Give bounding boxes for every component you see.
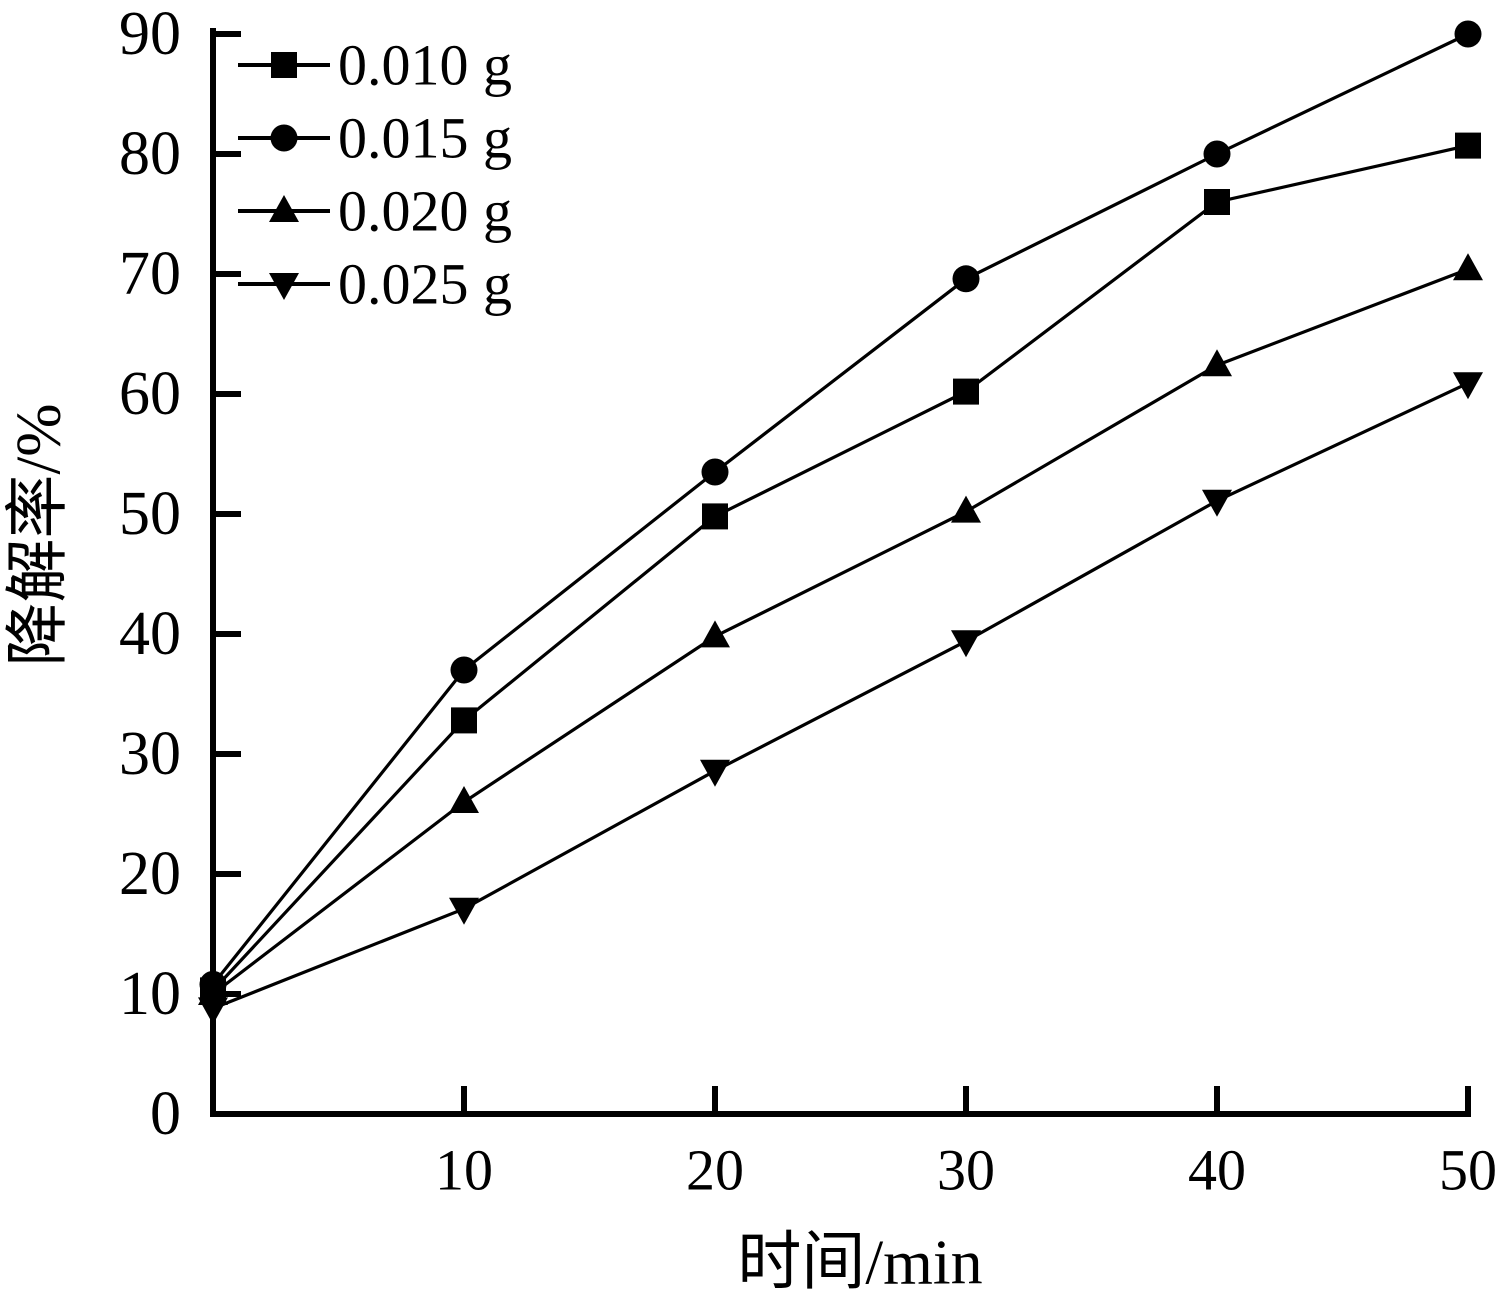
- series-0.015g: [199, 20, 1482, 998]
- triangle-up-marker: [700, 620, 730, 648]
- circle-marker: [270, 124, 298, 152]
- x-axis-title: 时间/min: [737, 1227, 982, 1298]
- circle-marker: [1454, 20, 1482, 48]
- x-tick-label: 50: [1439, 1138, 1497, 1203]
- x-tick-label: 20: [686, 1138, 744, 1203]
- circle-marker: [701, 458, 729, 486]
- y-tick-label: 40: [119, 600, 181, 668]
- y-tick-label: 20: [119, 840, 181, 908]
- x-tick-label: 30: [937, 1138, 995, 1203]
- circle-marker: [952, 265, 980, 293]
- y-tick-label: 60: [119, 360, 181, 428]
- x-tick-label: 10: [435, 1138, 493, 1203]
- triangle-up-marker: [1453, 253, 1483, 281]
- legend-item-label: 0.020 g: [338, 179, 512, 244]
- legend: 0.010 g 0.015 g 0.020 g 0.025 g: [238, 33, 512, 317]
- triangle-up-marker: [1202, 349, 1232, 377]
- y-tick-label: 90: [119, 0, 181, 68]
- y-tick-label: 80: [119, 120, 181, 188]
- legend-item-label: 0.015 g: [338, 106, 512, 171]
- x-tick-label: 40: [1188, 1138, 1246, 1203]
- square-marker: [953, 378, 979, 405]
- square-marker: [702, 503, 728, 530]
- square-marker: [451, 707, 477, 734]
- y-tick-label: 0: [150, 1080, 181, 1148]
- series-layer: [198, 20, 1483, 1025]
- series-line: [212, 381, 1469, 1010]
- triangle-down-marker: [198, 997, 228, 1025]
- triangle-up-marker: [269, 195, 299, 222]
- square-marker: [1455, 132, 1481, 159]
- circle-marker: [450, 656, 478, 684]
- y-axis-title: 降解率/%: [3, 403, 74, 666]
- triangle-down-marker: [700, 759, 730, 787]
- series-line: [212, 267, 1469, 996]
- legend-item: 0.025 g: [238, 252, 512, 317]
- triangle-down-marker: [951, 630, 981, 658]
- y-tick-label: 30: [119, 720, 181, 788]
- y-tick-label: 70: [119, 240, 181, 308]
- triangle-down-marker: [1202, 489, 1232, 517]
- series-line: [211, 144, 1469, 992]
- axes: 0 10 20 30 40 50 60 70 80 90 10 20 30 40 50: [119, 0, 1497, 1203]
- triangle-down-marker: [269, 273, 299, 300]
- triangle-up-marker: [951, 495, 981, 523]
- series-line: [211, 32, 1469, 986]
- square-marker: [271, 52, 297, 78]
- y-tick-label: 10: [119, 960, 181, 1028]
- legend-item-label: 0.025 g: [338, 252, 512, 317]
- triangle-up-marker: [449, 786, 479, 813]
- series-0.025g: [198, 372, 1483, 1025]
- legend-item: 0.020 g: [238, 179, 512, 244]
- legend-item: 0.010 g: [238, 33, 512, 98]
- y-tick-label: 50: [119, 480, 181, 548]
- triangle-down-marker: [449, 897, 479, 925]
- square-marker: [1204, 189, 1230, 215]
- circle-marker: [1203, 140, 1231, 168]
- triangle-down-marker: [1453, 372, 1483, 400]
- legend-item: 0.015 g: [238, 106, 512, 171]
- series-0.020g: [198, 253, 1483, 1005]
- legend-item-label: 0.010 g: [338, 33, 512, 98]
